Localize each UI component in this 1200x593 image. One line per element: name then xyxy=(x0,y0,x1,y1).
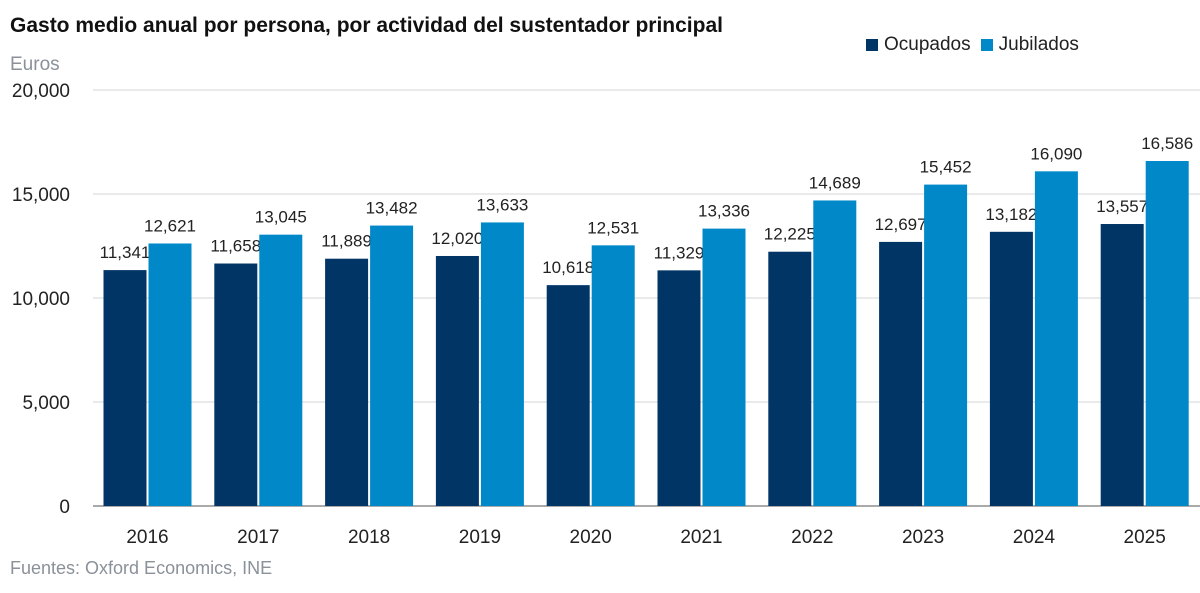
data-label: 11,889 xyxy=(321,232,372,251)
bar-jubilados xyxy=(702,228,746,506)
legend-item-ocupados: Ocupados xyxy=(866,34,971,56)
data-label: 11,341 xyxy=(100,243,151,262)
bar-jubilados xyxy=(1034,171,1078,506)
y-tick-label: 10,000 xyxy=(12,289,70,310)
bar-ocupados xyxy=(325,258,369,506)
y-tick-label: 20,000 xyxy=(12,81,70,102)
legend-item-jubilados: Jubilados xyxy=(980,34,1079,56)
data-label: 13,336 xyxy=(698,202,750,221)
bar-ocupados xyxy=(1100,224,1144,506)
y-tick-label: 15,000 xyxy=(12,185,70,206)
source-note: Fuentes: Oxford Economics, INE xyxy=(10,558,273,578)
bar-ocupados xyxy=(214,263,258,506)
data-label: 12,020 xyxy=(431,229,483,248)
x-tick-label: 2025 xyxy=(1124,527,1166,548)
bar-jubilados xyxy=(591,245,635,506)
x-tick-label: 2023 xyxy=(902,527,944,548)
data-label: 12,697 xyxy=(875,215,927,234)
legend-label-jubilados: Jubilados xyxy=(998,34,1079,55)
legend-swatch-jubilados xyxy=(980,39,993,51)
x-tick-label: 2024 xyxy=(1013,527,1056,548)
bar-ocupados xyxy=(768,251,812,506)
data-label: 14,689 xyxy=(809,173,861,192)
bar-ocupados xyxy=(879,241,923,506)
data-label: 16,090 xyxy=(1030,144,1082,163)
data-label: 11,658 xyxy=(210,237,261,256)
data-label: 10,618 xyxy=(542,258,594,277)
bar-ocupados xyxy=(435,255,479,506)
bar-jubilados xyxy=(259,234,303,506)
bar-ocupados xyxy=(546,285,590,506)
data-label: 12,225 xyxy=(764,225,816,244)
x-tick-label: 2022 xyxy=(791,527,833,548)
data-label: 13,045 xyxy=(255,208,307,227)
data-label: 12,531 xyxy=(587,218,639,237)
bar-ocupados xyxy=(103,270,147,506)
x-tick-label: 2016 xyxy=(126,527,168,548)
data-label: 12,621 xyxy=(144,216,196,235)
bar-jubilados xyxy=(924,184,968,507)
chart-title: Gasto medio anual por persona, por activ… xyxy=(10,14,723,37)
data-label: 15,452 xyxy=(920,158,972,177)
data-label: 13,182 xyxy=(985,205,1037,224)
data-label: 13,633 xyxy=(476,195,528,214)
x-tick-label: 2018 xyxy=(348,527,390,548)
legend: Ocupados Jubilados xyxy=(866,34,1079,56)
bar-jubilados xyxy=(148,243,192,506)
bar-jubilados xyxy=(1145,161,1189,506)
data-label: 13,482 xyxy=(366,199,418,218)
bar-jubilados xyxy=(370,225,414,506)
bar-jubilados xyxy=(813,200,857,506)
x-tick-label: 2021 xyxy=(680,527,722,548)
data-label: 16,586 xyxy=(1141,134,1193,153)
bar-ocupados xyxy=(657,270,701,506)
bar-ocupados xyxy=(989,231,1033,507)
bar-jubilados xyxy=(480,222,524,506)
x-tick-label: 2019 xyxy=(459,527,501,548)
y-tick-label: 5,000 xyxy=(22,393,70,414)
data-label: 13,557 xyxy=(1096,197,1148,216)
x-tick-label: 2020 xyxy=(570,527,612,548)
x-tick-label: 2017 xyxy=(237,527,279,548)
legend-swatch-ocupados xyxy=(866,39,878,51)
y-axis-label: Euros xyxy=(10,54,60,75)
data-label: 11,329 xyxy=(654,243,705,262)
legend-label-ocupados: Ocupados xyxy=(884,34,971,55)
y-tick-label: 0 xyxy=(59,497,70,518)
